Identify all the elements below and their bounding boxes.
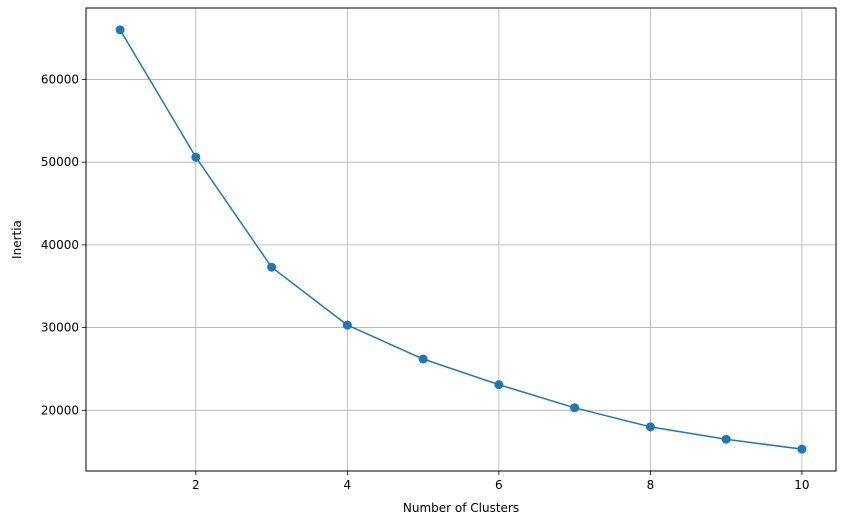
data-point [645,422,655,432]
y-tick-label: 30000 [41,321,79,335]
x-tick-label: 10 [794,478,809,492]
data-point [797,444,807,454]
x-tick-label: 6 [495,478,503,492]
data-point [418,354,428,364]
x-axis-label: Number of Clusters [403,501,519,515]
series-line [119,29,803,450]
y-axis-label: Inertia [10,220,24,259]
data-point [191,152,201,162]
x-tick-label: 8 [647,478,655,492]
grid [86,8,836,471]
axis-ticks: 2 4 6 8 10 20000 30000 40000 50000 60000 [41,72,810,492]
x-tick-label: 2 [192,478,200,492]
data-point [342,320,352,330]
data-point [494,380,504,390]
y-tick-label: 50000 [41,155,79,169]
y-tick-label: 40000 [41,238,79,252]
series-layer [115,25,807,454]
x-tick-label: 4 [344,478,352,492]
plot-frame [85,7,837,472]
y-tick-label: 20000 [41,403,79,417]
data-point [721,434,731,444]
data-point [267,262,277,272]
y-tick-label: 60000 [41,72,79,86]
data-point [115,25,125,35]
data-point [570,403,580,413]
